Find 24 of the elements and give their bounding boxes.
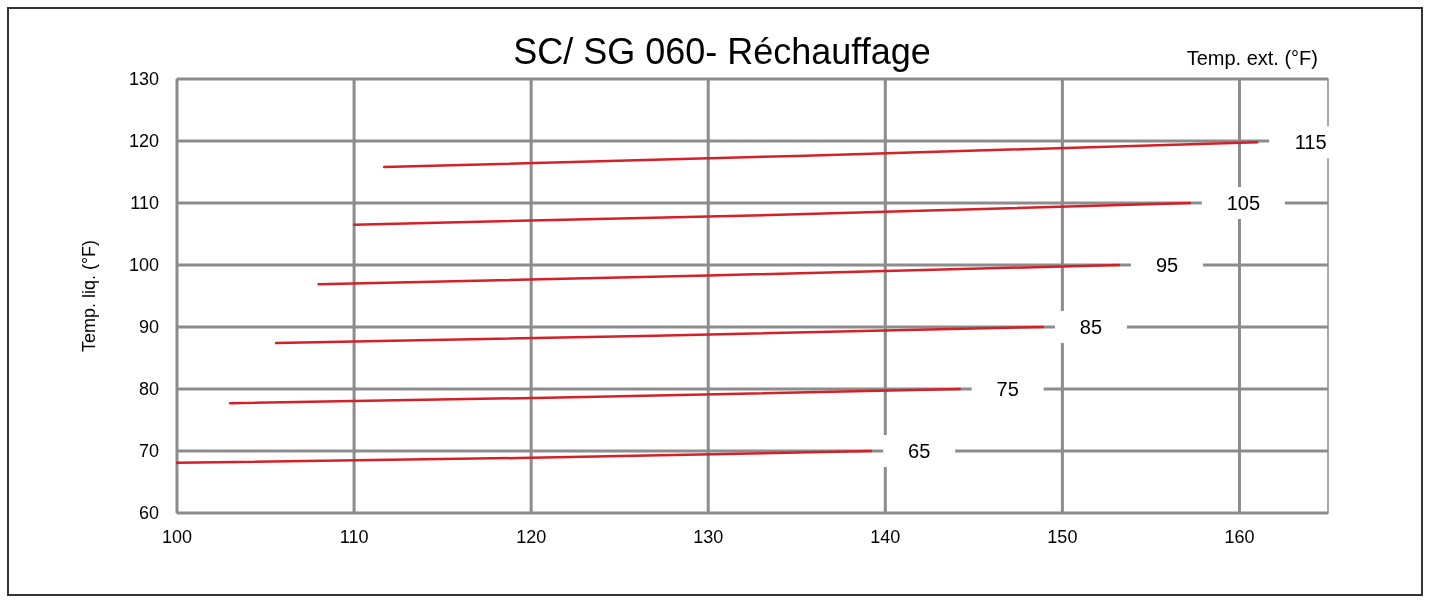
y-tick-label: 60 [138,503,159,523]
series-label: 75 [996,378,1019,400]
x-tick-label: 110 [339,527,369,547]
chart-title: SC/ SG 060- Réchauffage [513,31,931,72]
series-label: 115 [1294,131,1327,154]
legend-title: Temp. ext. (°F) [1186,47,1318,69]
x-tick-label: 140 [870,527,901,547]
x-tick-label: 120 [516,527,547,547]
x-tick-label: 100 [161,527,193,547]
y-tick-label: 70 [138,441,159,461]
series-label: 85 [1079,316,1103,338]
y-axis-title: Temp. liq. (°F) [79,239,99,353]
y-tick-label: 110 [130,193,159,213]
y-tick-label: 130 [128,69,159,89]
series-label: 95 [1155,254,1179,276]
x-tick-label: 150 [1047,527,1078,547]
y-tick-label: 80 [138,379,159,399]
y-tick-label: 90 [138,317,159,337]
x-tick-label: 160 [1224,527,1255,547]
y-tick-label: 100 [128,255,159,275]
x-tick-label: 130 [693,527,724,547]
series-label: 65 [908,440,931,462]
y-tick-label: 120 [128,131,159,151]
series-label: 105 [1226,192,1261,214]
